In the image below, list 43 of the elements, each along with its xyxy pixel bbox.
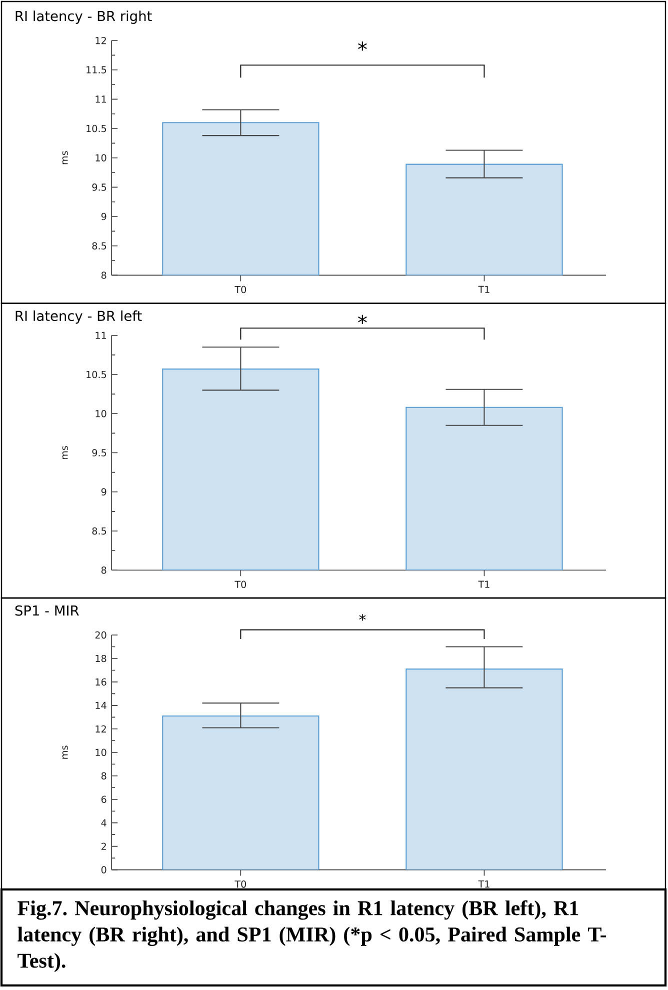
text: * bbox=[358, 314, 367, 324]
y-tick-label: 10.5 bbox=[86, 124, 106, 132]
y-tick-label: 10 bbox=[96, 410, 106, 418]
y-tick-label: 0 bbox=[101, 866, 106, 874]
y-tick-label: 12 bbox=[96, 36, 106, 44]
y-tick-label: 8 bbox=[101, 772, 106, 780]
x-tick-label: T0 bbox=[234, 286, 246, 294]
y-tick-label: 12 bbox=[96, 725, 106, 732]
y-tick-label: 9 bbox=[101, 488, 106, 496]
annotation: * bbox=[358, 42, 367, 51]
x-tick-label: T1 bbox=[478, 286, 490, 293]
y-tick-label: 11 bbox=[96, 332, 106, 339]
y-tick-label: 18 bbox=[96, 654, 106, 662]
y-tick-label: 10 bbox=[96, 748, 106, 756]
y-tick-label: 20 bbox=[95, 631, 106, 639]
chart-title: RI latency - BR left bbox=[16, 310, 142, 324]
y-tick-label: 6 bbox=[101, 796, 106, 803]
text: * bbox=[359, 614, 366, 621]
y-tick-label: 9.5 bbox=[92, 184, 106, 191]
y-tick-label: 11.5 bbox=[86, 66, 106, 74]
y-tick-label: 14 bbox=[96, 702, 106, 709]
y-tick-label: 11 bbox=[96, 96, 106, 103]
chart-title: RI latency - BR right bbox=[16, 10, 152, 24]
y-tick-label: 8 bbox=[101, 566, 106, 574]
x-tick-label: T1 bbox=[478, 580, 490, 588]
y-axis-title: ms bbox=[62, 446, 68, 460]
y-tick-label: 8 bbox=[101, 272, 106, 279]
y-tick-label: 9.5 bbox=[92, 449, 106, 456]
y-tick-label: 8.5 bbox=[92, 527, 106, 535]
x-tick-label: T0 bbox=[234, 880, 246, 888]
x-tick-label: T1 bbox=[478, 880, 490, 888]
y-tick-label: 9 bbox=[101, 212, 106, 220]
caption: Fig.7. Neurophysiological changes in R1 latency (BR left), R1 latency (BR right), and SP1 (MIR) (*p < 0.05, Paired Sample T-Test). bbox=[18, 900, 606, 972]
chart-title: SP1 - MIR bbox=[15, 605, 79, 616]
y-tick-label: 4 bbox=[101, 819, 106, 826]
y-axis-title: ms bbox=[62, 151, 68, 164]
y-tick-label: 10.5 bbox=[86, 370, 106, 378]
y-tick-label: 16 bbox=[96, 678, 106, 686]
y-tick-label: 10 bbox=[96, 154, 106, 162]
x-tick-label: T0 bbox=[234, 580, 246, 588]
y-axis-title: ms bbox=[62, 746, 68, 759]
y-tick-label: 2 bbox=[101, 842, 106, 850]
y-tick-label: 8.5 bbox=[92, 242, 106, 250]
